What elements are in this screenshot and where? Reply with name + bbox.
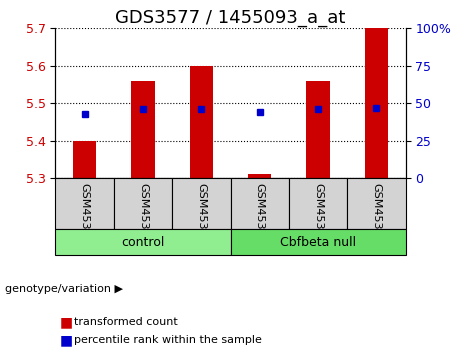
FancyBboxPatch shape [55,229,230,255]
Bar [365,28,388,178]
Text: control: control [121,235,165,249]
Text: genotype/variation ▶: genotype/variation ▶ [5,284,123,293]
Text: ■: ■ [60,315,73,329]
FancyBboxPatch shape [55,178,114,229]
Text: GSM453648: GSM453648 [138,183,148,251]
Text: GSM453651: GSM453651 [372,183,382,251]
FancyBboxPatch shape [347,178,406,229]
Bar [73,141,96,178]
FancyBboxPatch shape [230,229,406,255]
Bar [131,81,154,178]
Text: transformed count: transformed count [74,317,177,327]
Text: GSM453647: GSM453647 [254,183,265,251]
Text: percentile rank within the sample: percentile rank within the sample [74,335,262,345]
FancyBboxPatch shape [230,178,289,229]
Text: GSM453646: GSM453646 [79,183,89,251]
Text: ■: ■ [60,333,73,347]
Text: GSM453650: GSM453650 [313,183,323,251]
Bar [248,174,272,178]
FancyBboxPatch shape [114,178,172,229]
Bar [307,81,330,178]
FancyBboxPatch shape [289,178,347,229]
Text: GSM453649: GSM453649 [196,183,207,251]
Title: GDS3577 / 1455093_a_at: GDS3577 / 1455093_a_at [115,9,346,27]
FancyBboxPatch shape [172,178,230,229]
Bar [189,66,213,178]
Text: Cbfbeta null: Cbfbeta null [280,235,356,249]
